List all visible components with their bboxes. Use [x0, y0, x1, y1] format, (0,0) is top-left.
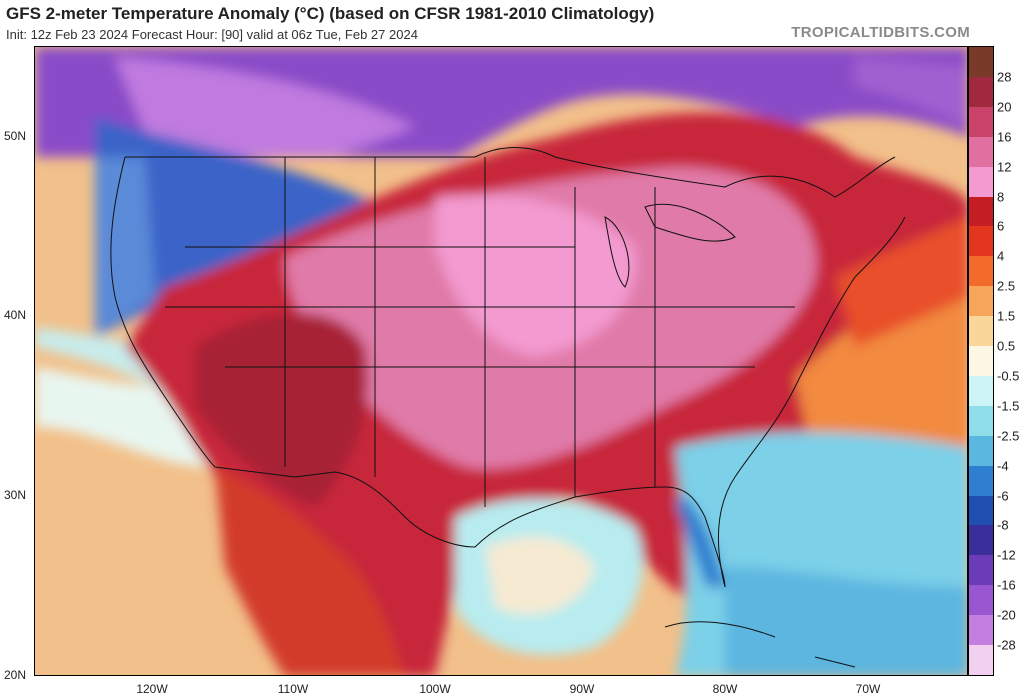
- colorbar-label: 20: [997, 99, 1012, 115]
- political-borders: [110, 147, 906, 668]
- mexico-warm: [215, 467, 405, 675]
- lon-label-80w: 80W: [712, 682, 738, 696]
- colorbar-label: 28: [997, 69, 1012, 85]
- colorbar-segment: [969, 316, 993, 347]
- colorbar-label: 0.5: [997, 338, 1016, 354]
- colorbar-label: -1.5: [997, 398, 1020, 414]
- colorbar-segment: [969, 405, 993, 437]
- colorbar-segment: [969, 585, 993, 616]
- colorbar-segment: [969, 47, 993, 78]
- map-canvas: [35, 47, 967, 675]
- colorbar-label: 16: [997, 129, 1012, 145]
- colorbar-label: 12: [997, 159, 1012, 175]
- lat-label-40n: 40N: [4, 308, 27, 322]
- east-coast: [718, 216, 906, 588]
- colorbar-segment: [969, 106, 993, 138]
- header: GFS 2-meter Temperature Anomaly (°C) (ba…: [0, 0, 1024, 46]
- lat-label-50n: 50N: [4, 129, 27, 143]
- brand-watermark: TROPICALTIDBITS.COM: [791, 24, 970, 41]
- colorbar: [968, 46, 994, 676]
- colorbar-segment: [969, 136, 993, 168]
- colorbar-label: -20: [997, 607, 1016, 623]
- gulf-coast: [474, 486, 726, 588]
- canada-us-border: [125, 147, 896, 198]
- colorbar-segment: [969, 76, 993, 108]
- great-lakes: [604, 203, 736, 288]
- colorbar-label: -28: [997, 637, 1016, 653]
- caribbean-deep: [725, 567, 967, 675]
- colorbar-segment: [969, 525, 993, 556]
- colorbar-segment: [969, 495, 993, 526]
- colorbar-label: 8: [997, 189, 1005, 205]
- west-coast: [110, 156, 216, 468]
- colorbar-label: -4: [997, 458, 1009, 474]
- lon-label-110w: 110W: [277, 682, 309, 696]
- lon-label-100w: 100W: [419, 682, 451, 696]
- colorbar-segment: [969, 615, 993, 646]
- atlantic-warm-2: [835, 217, 967, 347]
- colorbar-segment: [969, 375, 993, 407]
- northwest-light: [95, 157, 155, 337]
- colorbar-segment: [969, 645, 993, 676]
- colorbar-label: 6: [997, 218, 1005, 234]
- colorbar-label: 1.5: [997, 308, 1016, 324]
- colorbar-label: -12: [997, 547, 1016, 563]
- colorbar-label: -2.5: [997, 428, 1020, 444]
- colorbar-label: -6: [997, 488, 1009, 504]
- anomaly-map: [34, 46, 968, 676]
- colorbar-segment: [969, 166, 993, 197]
- caribbean-islands: [664, 621, 856, 668]
- lon-label-120w: 120W: [136, 682, 168, 696]
- colorbar-label: -16: [997, 577, 1016, 593]
- colorbar-segment: [969, 286, 993, 317]
- canada-cold-light: [115, 57, 415, 157]
- colorbar-segment: [969, 196, 993, 227]
- colorbar-segment: [969, 226, 993, 257]
- colorbar-segment: [969, 555, 993, 586]
- northwest-cold: [95, 117, 405, 337]
- lat-label-20n: 20N: [4, 668, 27, 682]
- canada-east-cold: [855, 57, 967, 127]
- colorbar-label: 4: [997, 248, 1005, 264]
- lon-label-70w: 70W: [855, 682, 881, 696]
- lon-label-90w: 90W: [569, 682, 595, 696]
- gulf-near-normal: [485, 536, 595, 615]
- map-title: GFS 2-meter Temperature Anomaly (°C) (ba…: [6, 4, 655, 23]
- florida-peninsula: [675, 497, 725, 587]
- colorbar-label: 2.5: [997, 278, 1016, 294]
- colorbar-segment: [969, 346, 993, 377]
- mexico-border: [214, 466, 476, 548]
- colorbar-segment: [969, 435, 993, 467]
- forecast-info: Init: 12z Feb 23 2024 Forecast Hour: [90…: [6, 27, 418, 42]
- colorbar-segment: [969, 465, 993, 497]
- colorbar-label: -8: [997, 517, 1009, 533]
- southwest-warm: [195, 313, 368, 507]
- colorbar-label: -0.5: [997, 368, 1020, 384]
- lat-label-30n: 30N: [4, 488, 27, 502]
- colorbar-segment: [969, 256, 993, 287]
